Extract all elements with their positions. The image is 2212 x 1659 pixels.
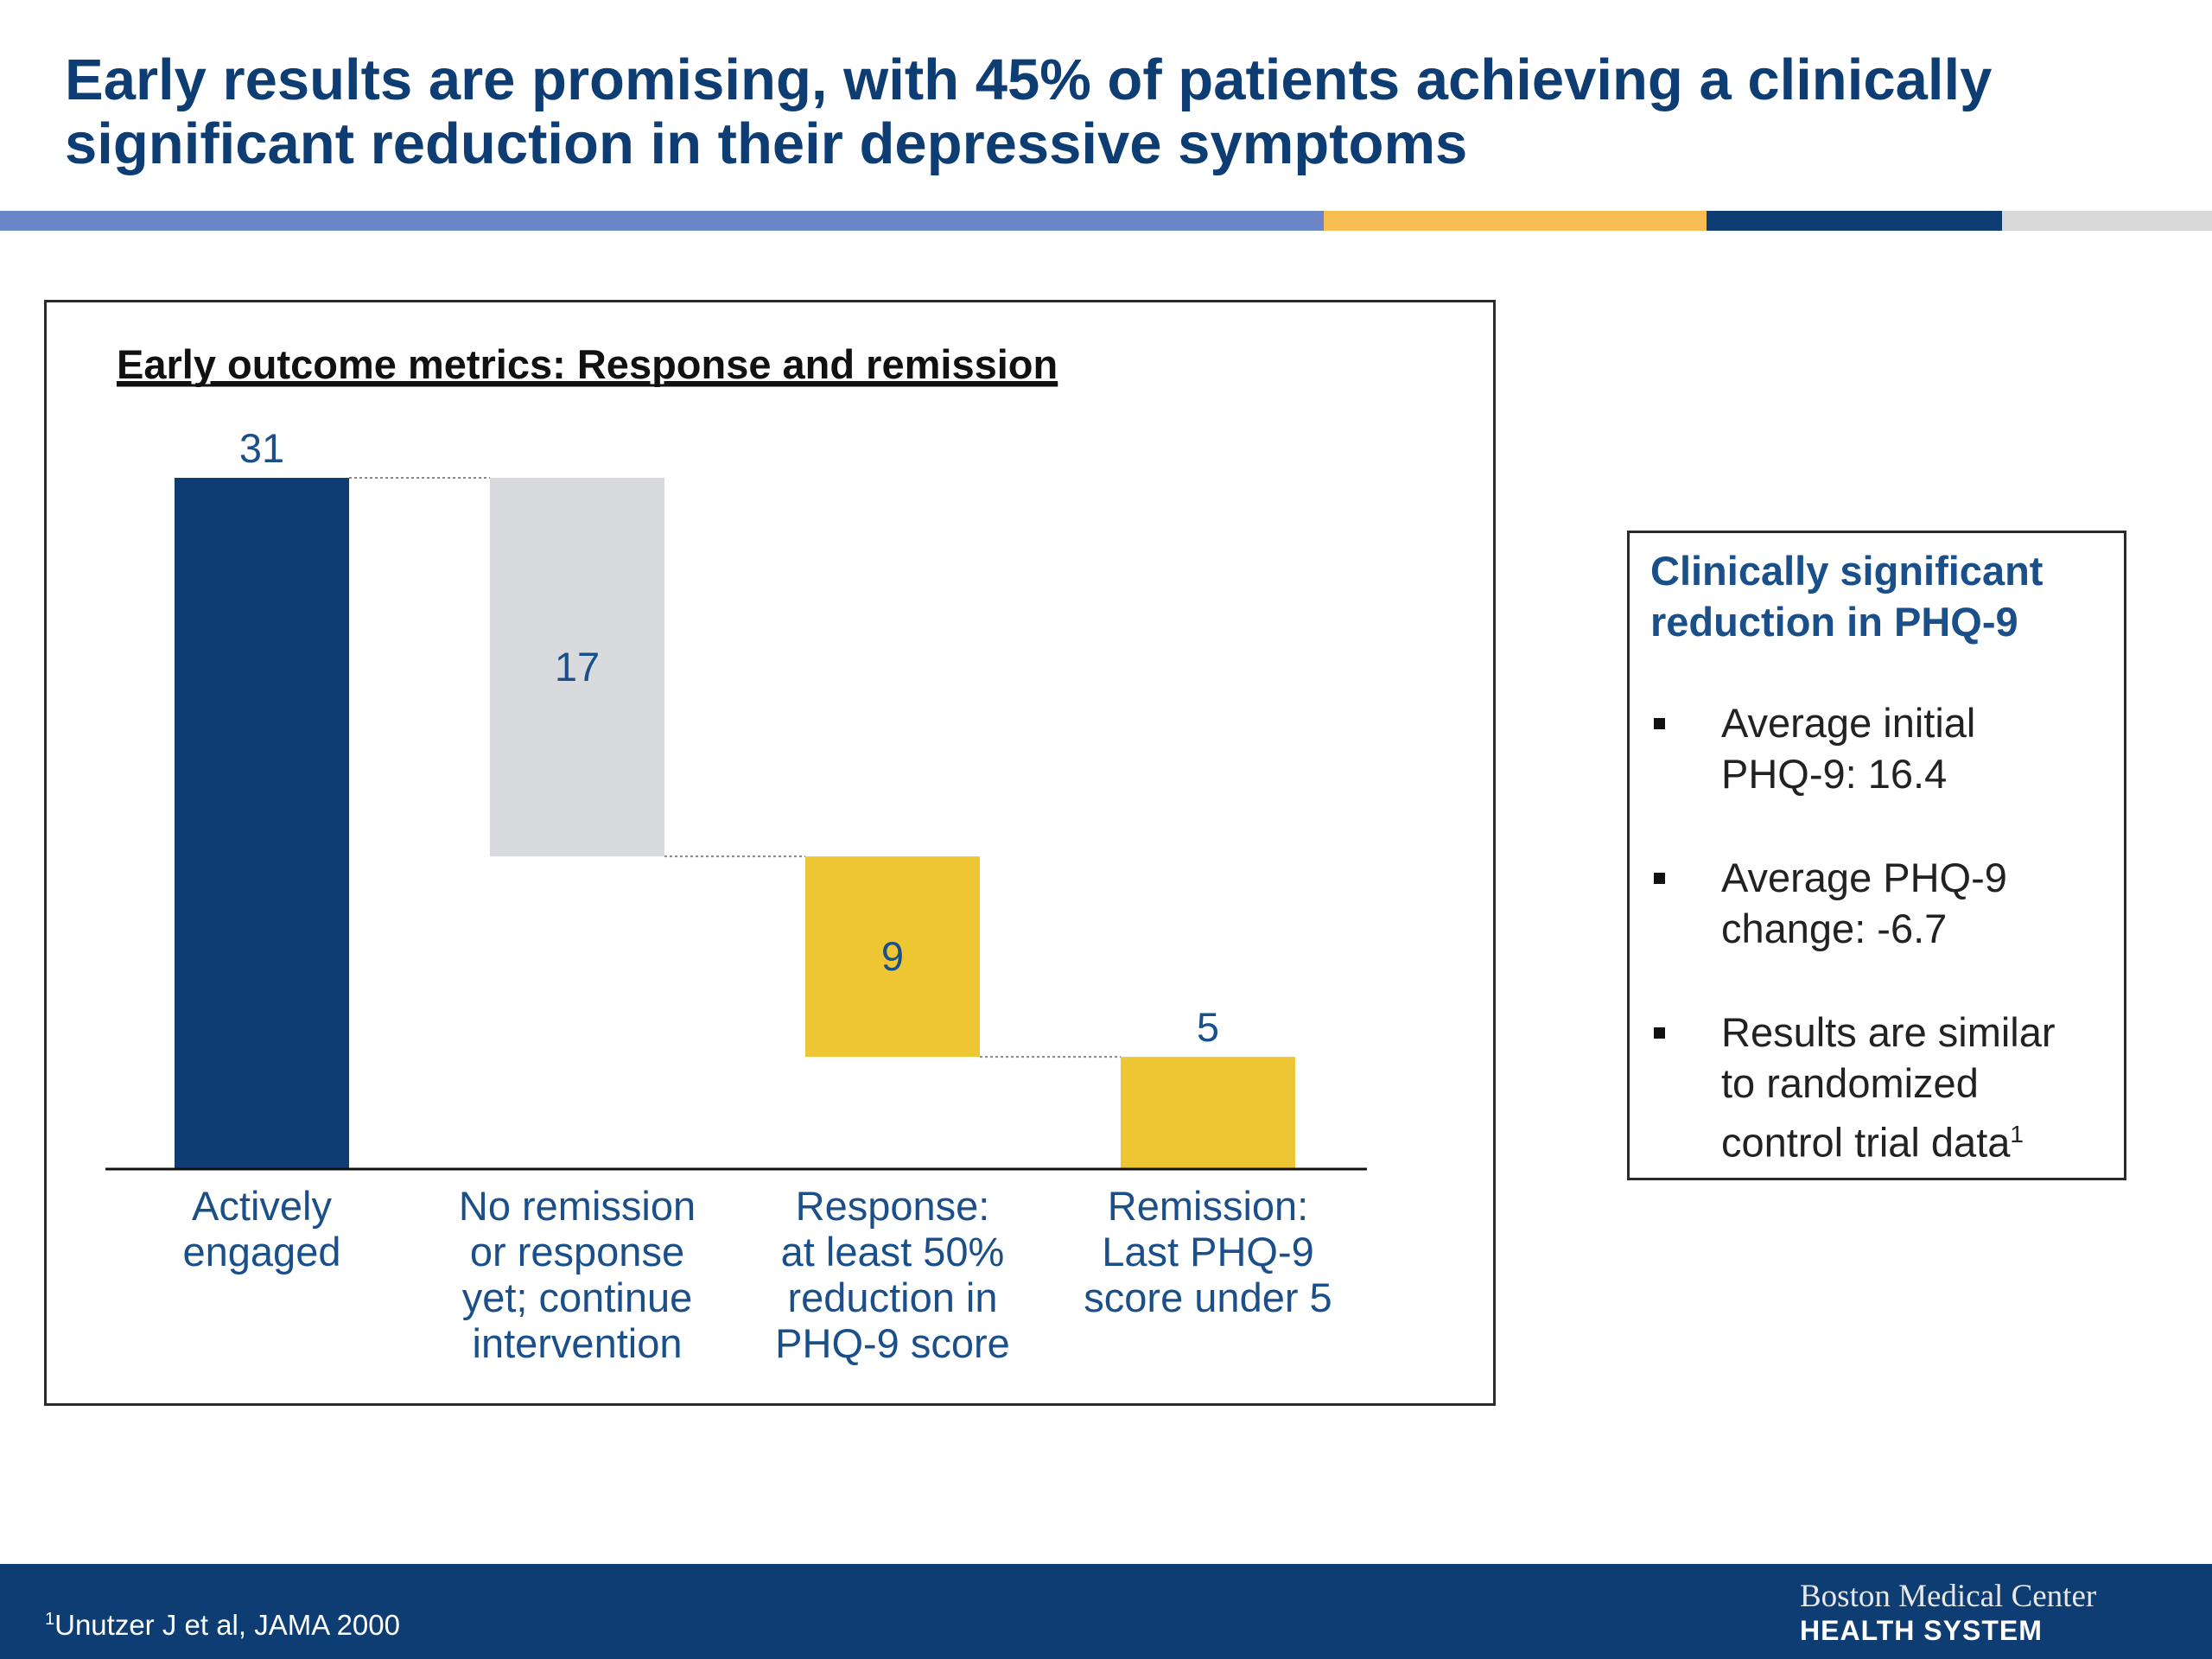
bullet-line: Average initial — [1721, 700, 1976, 746]
x-tick-label: Response: — [796, 1183, 990, 1229]
data-label: 5 — [1197, 1004, 1219, 1050]
slide-title: Early results are promising, with 45% of… — [65, 48, 2139, 176]
header-stripe-navy — [1707, 211, 2002, 231]
x-tick-label: score under 5 — [1084, 1274, 1332, 1320]
header-stripe-gray — [2002, 211, 2212, 231]
footnote-text: Unutzer J et al, JAMA 2000 — [54, 1609, 400, 1641]
x-tick-label: PHQ-9 score — [775, 1320, 1010, 1366]
slide-title-line-1: Early results are promising, with 45% of… — [65, 48, 1993, 112]
x-tick-label: intervention — [473, 1320, 683, 1366]
bullet-text: Results are similar to randomized contro… — [1721, 1007, 2119, 1168]
x-tick-label: Remission: — [1108, 1183, 1308, 1229]
bullet-square-icon — [1654, 718, 1665, 729]
bullet-line-last: control trial data1 — [1721, 1109, 2119, 1168]
data-label: 9 — [881, 933, 904, 979]
chart-frame: Early outcome metrics: Response and remi… — [44, 300, 1496, 1406]
bullet-text: Average PHQ-9 change: -6.7 — [1721, 852, 2119, 954]
bullet-line: change: -6.7 — [1721, 906, 1948, 951]
bullet-line: Results are similar — [1721, 1009, 2056, 1055]
data-label: 17 — [555, 644, 600, 690]
panel-title-line-2: reduction in PHQ-9 — [1650, 599, 2018, 645]
x-tick-label: Actively — [192, 1183, 332, 1229]
bullet-text: Average initial PHQ-9: 16.4 — [1721, 697, 2119, 799]
footer-bar — [0, 1564, 2212, 1659]
summary-panel: Clinically significant reduction in PHQ-… — [1627, 531, 2126, 1180]
logo-subtitle: HEALTH SYSTEM — [1800, 1615, 2043, 1646]
x-tick-label: at least 50% — [781, 1229, 1005, 1274]
bullet-square-icon — [1654, 1027, 1665, 1039]
bullet-line: Average PHQ-9 — [1721, 855, 2007, 900]
bullet-line: to randomized — [1721, 1060, 1979, 1106]
x-tick-label: yet; continue — [462, 1274, 693, 1320]
bar — [805, 856, 980, 1058]
waterfall-chart: Early outcome metrics: Response and remi… — [105, 341, 1367, 1366]
header-stripe-blue — [0, 211, 1324, 231]
header-stripe-gold — [1324, 211, 1707, 231]
logo-name: Boston Medical Center — [1800, 1579, 2097, 1614]
bar — [175, 478, 349, 1168]
x-tick-label: Last PHQ-9 — [1102, 1229, 1314, 1274]
citation-superscript: 1 — [2010, 1121, 2024, 1147]
footnote-superscript: 1 — [45, 1610, 55, 1629]
x-tick-label: No remission — [459, 1183, 696, 1229]
panel-title: Clinically significant reduction in PHQ-… — [1650, 545, 2108, 647]
bullet-line: PHQ-9: 16.4 — [1721, 751, 1948, 797]
panel-title-line-1: Clinically significant — [1650, 548, 2044, 594]
slide-title-line-2: significant reduction in their depressiv… — [65, 111, 1468, 176]
data-label: 31 — [239, 425, 284, 471]
chart-title: Early outcome metrics: Response and remi… — [117, 341, 1058, 387]
x-tick-label: or response — [470, 1229, 684, 1274]
bullet-square-icon — [1654, 873, 1665, 884]
bar — [490, 478, 664, 857]
x-tick-label: reduction in — [788, 1274, 998, 1320]
bullet-line: control trial data — [1721, 1119, 2011, 1166]
bar — [1121, 1057, 1295, 1168]
footnote: 1Unutzer J et al, JAMA 2000 — [45, 1609, 400, 1642]
x-tick-label: engaged — [183, 1229, 341, 1274]
